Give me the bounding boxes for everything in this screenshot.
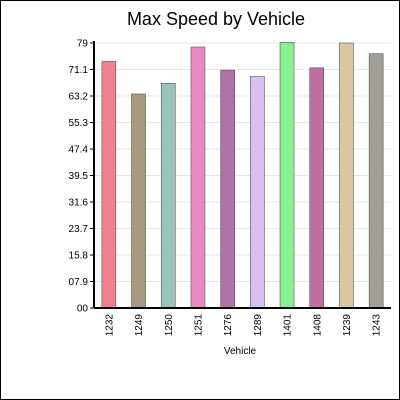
- y-tick-label: 07.9: [69, 277, 89, 288]
- y-tick-label: 15.8: [69, 251, 89, 262]
- chart-title: Max Speed by Vehicle: [127, 9, 305, 29]
- bar-1401: [279, 42, 295, 309]
- y-tick-label: 47.4: [69, 145, 89, 156]
- x-tick-label: 1249: [134, 314, 145, 337]
- y-tick-label: 63.2: [69, 92, 89, 103]
- y-tick-label: 55.3: [69, 118, 89, 129]
- x-tick-label: 1276: [223, 314, 234, 337]
- bar-1250: [160, 82, 176, 309]
- bars: [101, 42, 384, 309]
- x-tick-label: 1232: [104, 314, 115, 337]
- x-tick-label: 1250: [164, 314, 175, 337]
- y-tick-label: 79: [77, 39, 89, 50]
- bar-1249: [131, 93, 146, 309]
- y-tick-label: 71.1: [69, 65, 89, 76]
- x-tick-label: 1289: [253, 314, 264, 337]
- y-tick-label: 00: [77, 304, 89, 315]
- x-tick-label: 1243: [372, 314, 383, 337]
- axes: [93, 41, 391, 309]
- bar-1289: [250, 76, 265, 309]
- bar-1239: [339, 42, 354, 309]
- x-axis-label: Vehicle: [224, 346, 257, 357]
- bar-1243: [368, 53, 384, 309]
- y-axis-ticks: 00 07.9 15.8 23.7 31.6 39.5 47.4 55.3 63.2 71.1 79: [69, 39, 94, 315]
- x-tick-label: 1239: [342, 314, 353, 337]
- y-tick-label: 39.5: [69, 171, 89, 182]
- bar-1276: [220, 69, 235, 309]
- bar-1232: [101, 61, 117, 309]
- x-tick-label: 1251: [193, 314, 204, 337]
- bar-1408: [309, 67, 325, 309]
- y-tick-label: 23.7: [69, 224, 89, 235]
- x-axis-ticks: 1232 1249 1250 1251 1276 1289 1401 1408 1239 1243: [104, 314, 382, 337]
- x-tick-label: 1408: [312, 314, 323, 337]
- x-tick-label: 1401: [283, 314, 294, 337]
- y-tick-label: 31.6: [69, 198, 89, 209]
- bar-1251: [190, 46, 206, 309]
